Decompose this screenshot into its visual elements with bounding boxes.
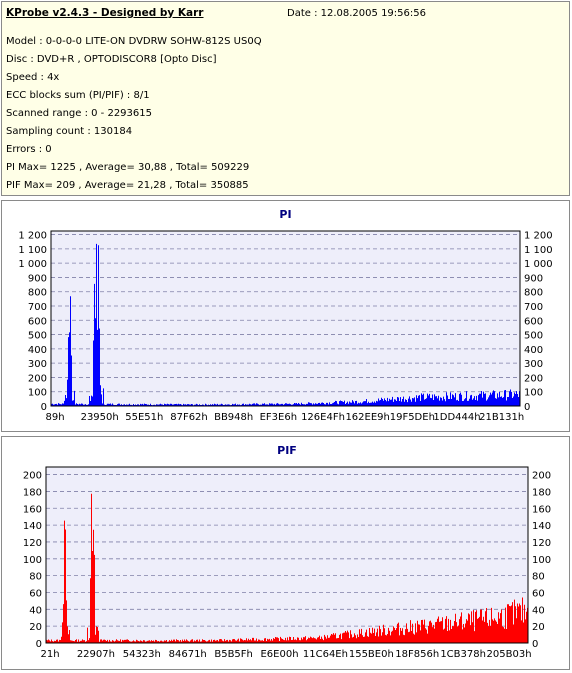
pi-ytick-right: 300 <box>524 359 543 370</box>
pif-xtick: E6E00h <box>260 649 298 660</box>
pi-xtick: 162EE9h <box>345 412 389 423</box>
pi-ytick-right: 0 <box>524 402 530 413</box>
pif-chart: PIF 0 0 20 20 40 40 60 60 80 80 100 100 120 120 140 140 1… <box>23 444 551 660</box>
pi-ytick-left: 500 <box>28 331 47 342</box>
pi-ytick-right: 1 000 <box>524 259 553 270</box>
app-title: KProbe v2.4.3 - Designed by Karr <box>6 7 204 19</box>
pif-ytick-right: 120 <box>532 538 551 549</box>
pi-xtick: EF3E6h <box>260 412 297 423</box>
pif-xtick: 155BE0h <box>349 649 394 660</box>
pi-ytick-left: 200 <box>28 373 47 384</box>
pi-xtick: 19F5DEh <box>390 412 435 423</box>
pif-xtick: 11C64Eh <box>303 649 348 660</box>
pi-ytick-right: 900 <box>524 273 543 284</box>
pif-ytick-right: 140 <box>532 521 551 532</box>
ecc-line: ECC blocks sum (PI/PIF) : 8/1 <box>6 90 150 101</box>
pi-chart: PI 0 0 100 100 200 200 300 300 400 400 500 500 600 600… <box>18 208 553 423</box>
pi-plot-area <box>50 230 521 407</box>
pif-ytick-left: 40 <box>29 605 42 616</box>
pif-ytick-right: 40 <box>532 605 545 616</box>
pif-ytick-right: 60 <box>532 588 545 599</box>
pif-ytick-left: 0 <box>36 639 42 650</box>
pi-ytick-left: 1 000 <box>18 259 47 270</box>
errors-line: Errors : 0 <box>6 144 52 155</box>
pi-xtick: 21B131h <box>479 412 524 423</box>
pif-xtick: 54323h <box>123 649 161 660</box>
pi-chart-panel: PI 0 0 100 100 200 200 300 300 400 400 500 500 600 600… <box>1 200 570 432</box>
pi-ytick-left: 0 <box>41 402 47 413</box>
pi-ytick-right: 100 <box>524 388 543 399</box>
range-line: Scanned range : 0 - 2293615 <box>6 108 152 119</box>
pif-ytick-right: 80 <box>532 572 545 583</box>
pif-ytick-left: 20 <box>29 622 42 633</box>
pif-ytick-right: 100 <box>532 555 551 566</box>
pif-chart-panel: PIF 0 0 20 20 40 40 60 60 80 80 100 100 120 120 140 140 1… <box>1 436 570 670</box>
pi-xtick: 87F62h <box>170 412 208 423</box>
pi-summary-line: PI Max= 1225 , Average= 30,88 , Total= 5… <box>6 162 250 173</box>
pi-ytick-left: 1 200 <box>18 231 47 242</box>
pif-xtick: 21h <box>40 649 59 660</box>
pi-xtick: 23950h <box>81 412 119 423</box>
pi-series <box>51 243 520 406</box>
pi-ytick-right: 600 <box>524 316 543 327</box>
pif-xtick: 22907h <box>77 649 115 660</box>
pi-plot-frame <box>50 230 521 407</box>
sampling-line: Sampling count : 130184 <box>6 126 133 137</box>
pif-ytick-right: 0 <box>532 639 538 650</box>
pi-ytick-right: 200 <box>524 373 543 384</box>
pif-ytick-left: 60 <box>29 588 42 599</box>
disc-line: Disc : DVD+R , OPTODISCOR8 [Opto Disc] <box>6 54 217 65</box>
pif-ytick-left: 100 <box>23 555 42 566</box>
pif-xtick: 18F856h <box>395 649 439 660</box>
pi-xtick: 1DD444h <box>433 412 480 423</box>
pif-ytick-right: 20 <box>532 622 545 633</box>
pif-ytick-left: 120 <box>23 538 42 549</box>
pi-xtick: 89h <box>45 412 64 423</box>
pif-plot-frame <box>45 466 529 644</box>
pif-ytick-right: 160 <box>532 504 551 515</box>
pif-xtick: 1CB378h <box>440 649 486 660</box>
pif-series <box>46 493 528 643</box>
pi-ytick-right: 800 <box>524 288 543 299</box>
pif-ytick-left: 160 <box>23 504 42 515</box>
pif-xtick: 84671h <box>169 649 207 660</box>
pi-ytick-left: 700 <box>28 302 47 313</box>
pi-ytick-left: 600 <box>28 316 47 327</box>
pi-ytick-left: 100 <box>28 388 47 399</box>
pif-ytick-right: 180 <box>532 487 551 498</box>
pi-ytick-left: 300 <box>28 359 47 370</box>
pi-ytick-left: 900 <box>28 273 47 284</box>
pi-ytick-right: 400 <box>524 345 543 356</box>
pi-xtick: 126E4Fh <box>301 412 345 423</box>
pi-ytick-right: 500 <box>524 331 543 342</box>
info-panel: KProbe v2.4.3 - Designed by Karr Date : … <box>1 1 570 196</box>
pif-summary-line: PIF Max= 209 , Average= 21,28 , Total= 3… <box>6 180 249 191</box>
pi-ytick-left: 800 <box>28 288 47 299</box>
pi-ytick-left: 400 <box>28 345 47 356</box>
pif-xtick: B5B5Fh <box>214 649 253 660</box>
speed-line: Speed : 4x <box>6 72 60 83</box>
pi-ytick-right: 700 <box>524 302 543 313</box>
pi-xtick: 55E51h <box>125 412 163 423</box>
pi-ytick-left: 1 100 <box>18 245 47 256</box>
pif-chart-title: PIF <box>277 444 297 457</box>
pi-ytick-right: 1 100 <box>524 245 553 256</box>
pif-ytick-left: 140 <box>23 521 42 532</box>
pif-ytick-right: 200 <box>532 471 551 482</box>
model-line: Model : 0-0-0-0 LITE-ON DVDRW SOHW-812S … <box>6 36 262 47</box>
pif-ytick-left: 180 <box>23 487 42 498</box>
pif-ytick-left: 80 <box>29 572 42 583</box>
pi-ytick-right: 1 200 <box>524 231 553 242</box>
scan-date: Date : 12.08.2005 19:56:56 <box>287 8 426 19</box>
pi-chart-title: PI <box>279 208 291 221</box>
pi-xtick: BB948h <box>214 412 253 423</box>
pif-xtick: 205B03h <box>487 649 532 660</box>
pif-ytick-left: 200 <box>23 471 42 482</box>
